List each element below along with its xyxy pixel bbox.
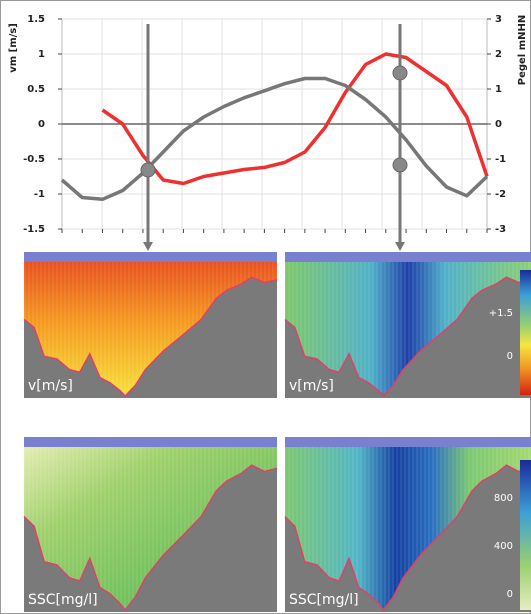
y-tick-label: -1	[34, 189, 45, 200]
colorbar-label: 800	[494, 493, 513, 504]
colorbar-label: 400	[494, 541, 513, 552]
seabed	[24, 277, 277, 398]
y2-tick-label: -1	[495, 154, 506, 165]
y2-tick-label: 3	[495, 14, 502, 25]
y-axis-title: vm [m/s]	[8, 23, 19, 73]
panel-label: v[m/s]	[28, 378, 73, 394]
section-point	[392, 157, 408, 173]
colorbar	[520, 460, 531, 610]
bed-line	[284, 464, 531, 612]
section-panel: SSC[mg/l]	[284, 437, 531, 612]
seabed	[285, 277, 531, 398]
surface-strip	[285, 252, 531, 262]
colorbar-label: +1.5	[489, 308, 513, 319]
section-arrow	[143, 242, 153, 251]
panel-label: SSC[mg/l]	[289, 592, 359, 608]
y2-tick-label: 2	[495, 49, 502, 60]
surface-strip	[24, 437, 277, 447]
y-tick-label: 1	[38, 49, 45, 60]
panel-label: SSC[mg/l]	[28, 592, 98, 608]
colorbar-label: 0	[507, 351, 513, 362]
series-line	[101, 52, 489, 186]
seabed	[285, 465, 531, 612]
bed-line	[23, 276, 278, 398]
section-point	[140, 162, 156, 178]
section-panel: v[m/s]	[23, 252, 278, 398]
colorbar-label: -1.5	[493, 402, 513, 413]
section-panel: v[m/s]	[284, 252, 531, 398]
bed-line	[284, 276, 531, 398]
colorbar	[520, 270, 531, 395]
y2-tick-label: 0	[495, 119, 502, 130]
surface-strip	[285, 437, 531, 447]
y-tick-label: -1.5	[23, 224, 45, 235]
y2-tick-label: 1	[495, 84, 502, 95]
seabed	[24, 465, 277, 612]
bed-line	[23, 464, 278, 612]
y-tick-label: 0	[38, 119, 45, 130]
y2-tick-label: -2	[495, 189, 506, 200]
y-tick-label: 0.5	[27, 84, 45, 95]
y-tick-label: -0.5	[23, 154, 45, 165]
surface-strip	[24, 252, 277, 262]
y2-tick-label: -3	[495, 224, 506, 235]
section-arrow	[395, 242, 405, 251]
panel-label: v[m/s]	[289, 378, 334, 394]
y-tick-label: 1.5	[27, 14, 45, 25]
colorbar-label: 0	[507, 589, 513, 600]
series-line	[60, 76, 489, 202]
section-point	[392, 65, 408, 81]
y2-axis-title: Pegel mNHN	[517, 15, 528, 86]
section-panel: SSC[mg/l]	[23, 437, 278, 612]
